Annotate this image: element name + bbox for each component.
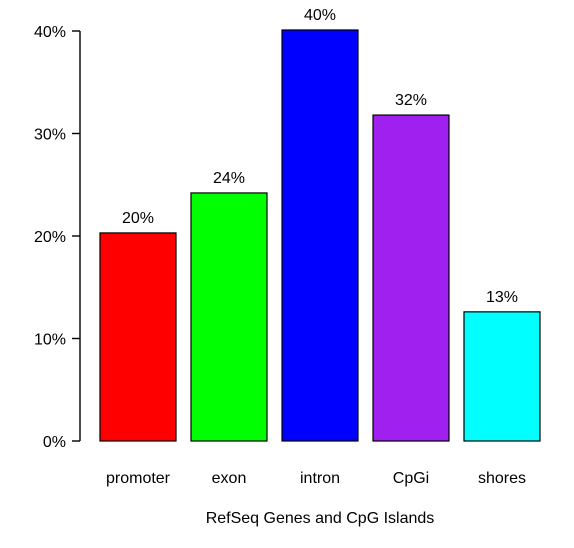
bar-cpgi xyxy=(372,114,450,442)
y-axis: 0% 10% 20% 30% 40% xyxy=(34,24,81,451)
y-tick-label: 0% xyxy=(43,434,66,451)
y-tick-label: 30% xyxy=(34,127,66,144)
data-label: 20% xyxy=(122,210,154,227)
category-labels-group: promoter exon intron CpGi shores xyxy=(106,470,526,487)
category-label: CpGi xyxy=(393,470,429,487)
category-label: promoter xyxy=(106,470,171,487)
y-tick-label: 10% xyxy=(34,332,66,349)
category-label: shores xyxy=(478,470,526,487)
y-tick-label: 20% xyxy=(34,229,66,246)
bar-exon xyxy=(190,192,268,442)
data-label: 32% xyxy=(395,92,427,109)
bar-intron xyxy=(281,29,359,442)
bar-promoter xyxy=(99,232,177,442)
category-label: exon xyxy=(212,470,247,487)
bar-shores xyxy=(463,311,541,442)
data-labels-group: 20% 24% 40% 32% 13% xyxy=(122,7,518,306)
data-label: 13% xyxy=(486,289,518,306)
y-tick-label: 40% xyxy=(34,24,66,41)
category-label: intron xyxy=(300,470,340,487)
x-axis-label: RefSeq Genes and CpG Islands xyxy=(206,510,435,527)
data-label: 40% xyxy=(304,7,336,24)
data-label: 24% xyxy=(213,170,245,187)
bars-group xyxy=(99,29,541,442)
